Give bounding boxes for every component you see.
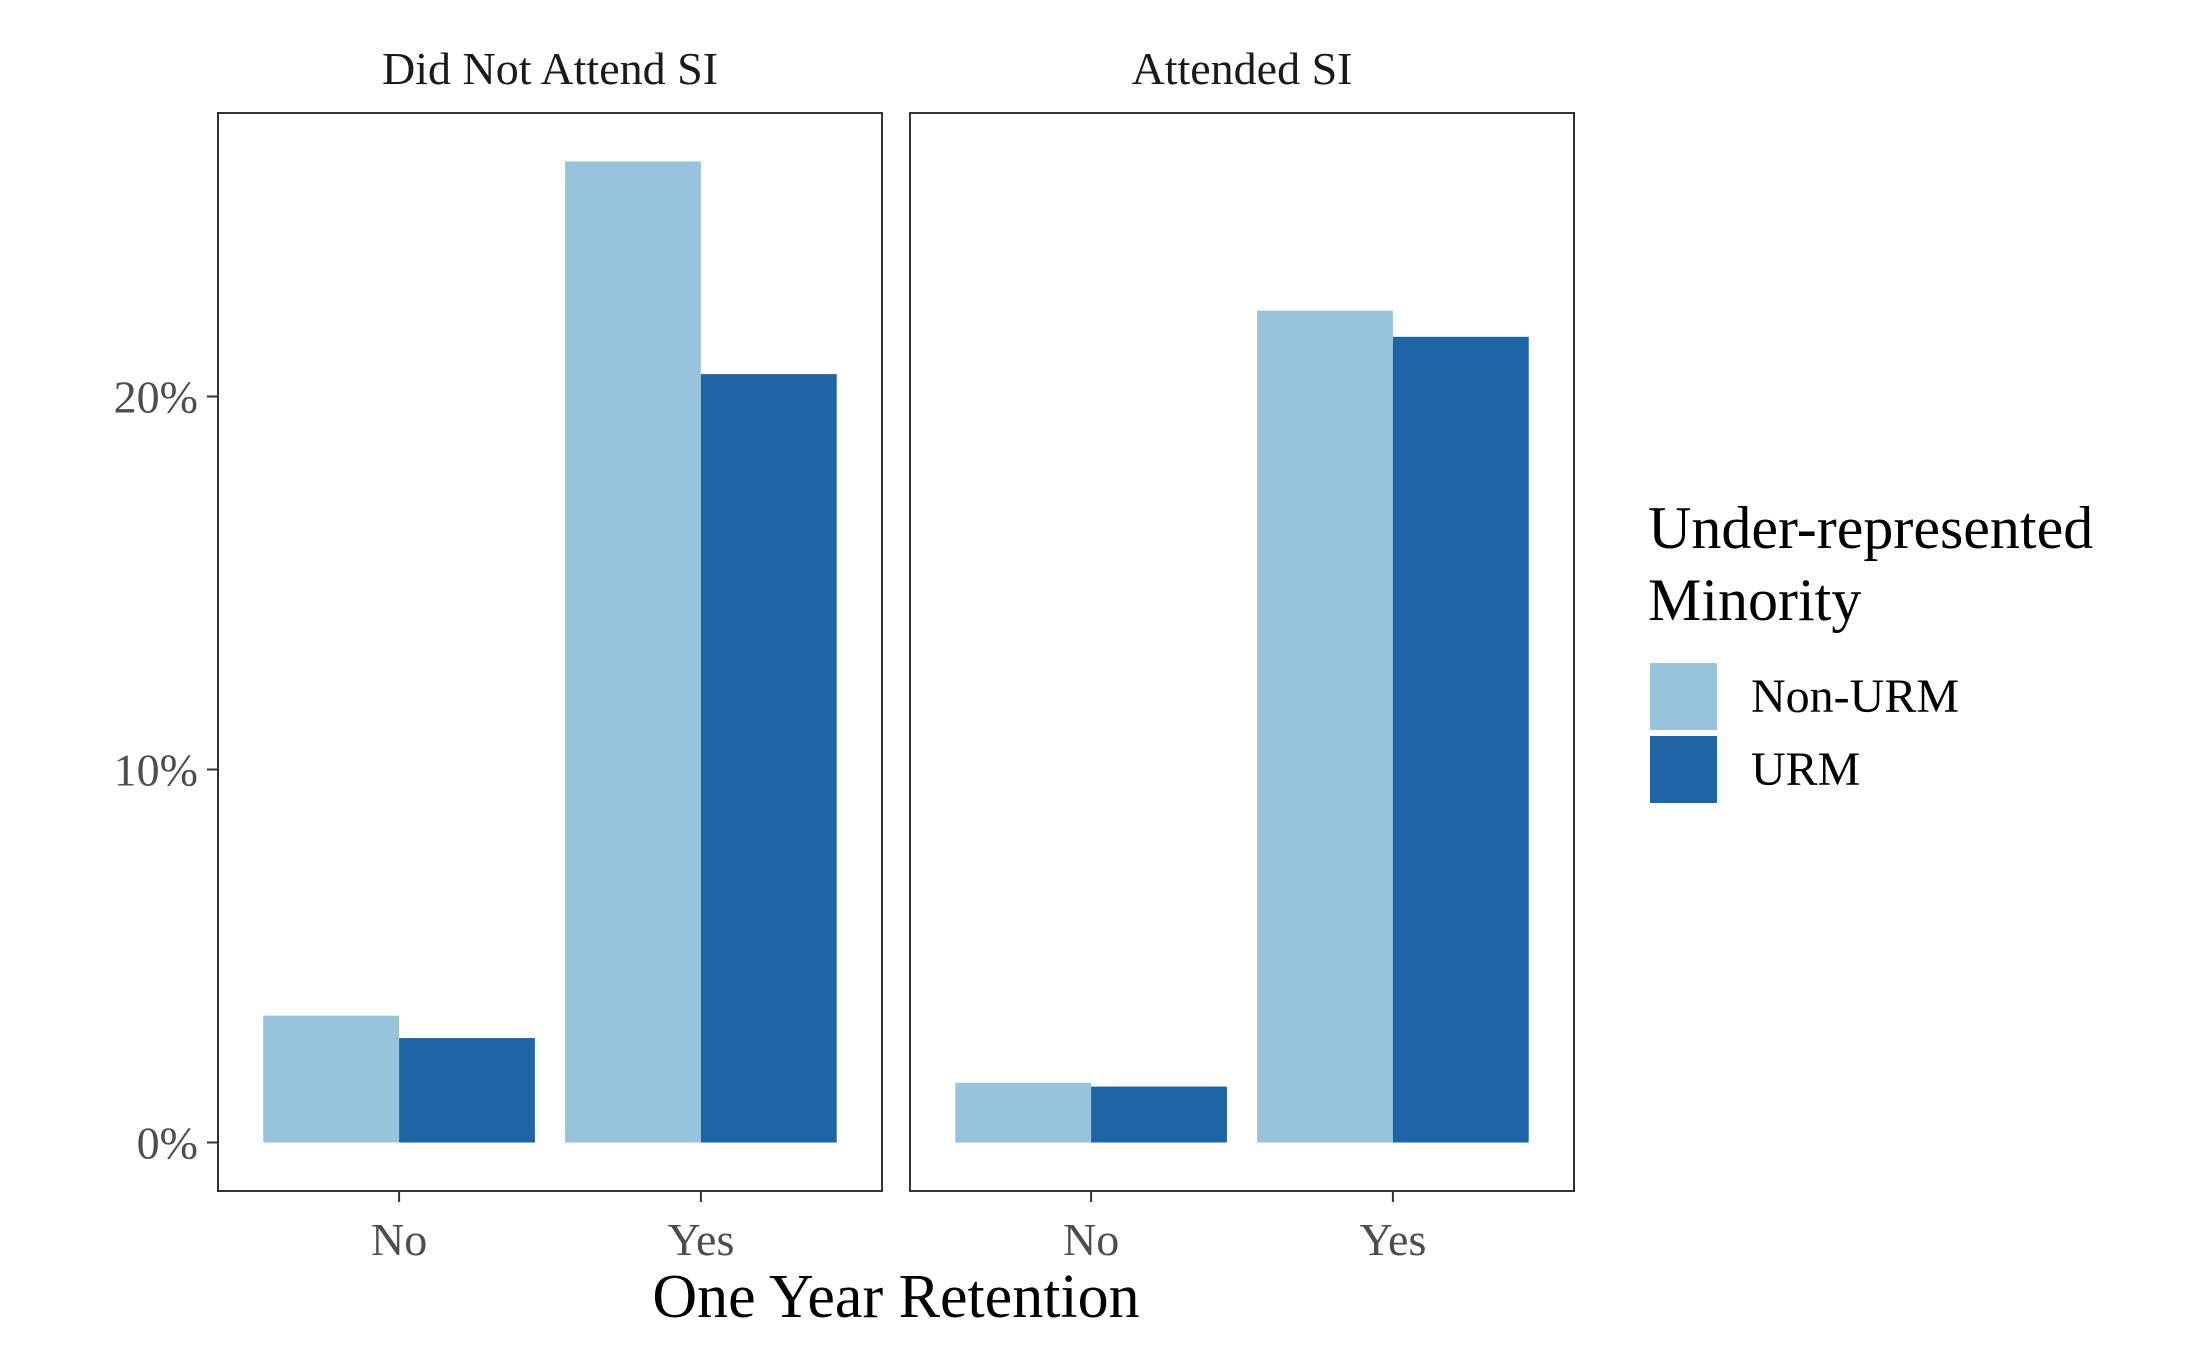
bar-attended-no-urm: [1091, 1086, 1227, 1143]
legend-label-urm: URM: [1751, 743, 1860, 796]
y-tick-label-0: 0%: [137, 1118, 198, 1169]
legend-title-line-1: Under-represented: [1648, 495, 2093, 561]
x-axis-title: One Year Retention: [652, 1263, 1139, 1331]
bar-did-not-attend-yes-urm: [700, 374, 837, 1143]
bar-did-not-attend-no-non-urm: [263, 1015, 400, 1143]
legend-label-non-urm: Non-URM: [1751, 670, 1959, 723]
bar-did-not-attend-yes-non-urm: [565, 161, 701, 1143]
bar-attended-no-non-urm: [955, 1082, 1092, 1143]
legend-title-line-2: Minority: [1648, 567, 1861, 633]
legend-key-non-urm: [1650, 663, 1717, 730]
panel-attended-border: [909, 112, 1575, 1192]
bar-did-not-attend-no-urm: [399, 1038, 535, 1143]
x-tick-label-did-not-attend-no: No: [371, 1214, 427, 1265]
y-tick-label-20: 20%: [114, 371, 198, 422]
x-tick-label-attended-yes: Yes: [1359, 1214, 1426, 1265]
facet-title-did-not-attend: Did Not Attend SI: [382, 43, 718, 94]
x-tick-label-attended-no: No: [1063, 1214, 1119, 1265]
bar-attended-yes-non-urm: [1257, 310, 1393, 1143]
x-tick-label-did-not-attend-yes: Yes: [667, 1214, 734, 1265]
panel-did-not-attend-border: [217, 112, 883, 1192]
facet-title-attended: Attended SI: [1131, 43, 1352, 94]
legend-key-urm: [1650, 736, 1717, 803]
y-tick-label-10: 10%: [114, 744, 198, 795]
bar-attended-yes-urm: [1392, 336, 1529, 1143]
